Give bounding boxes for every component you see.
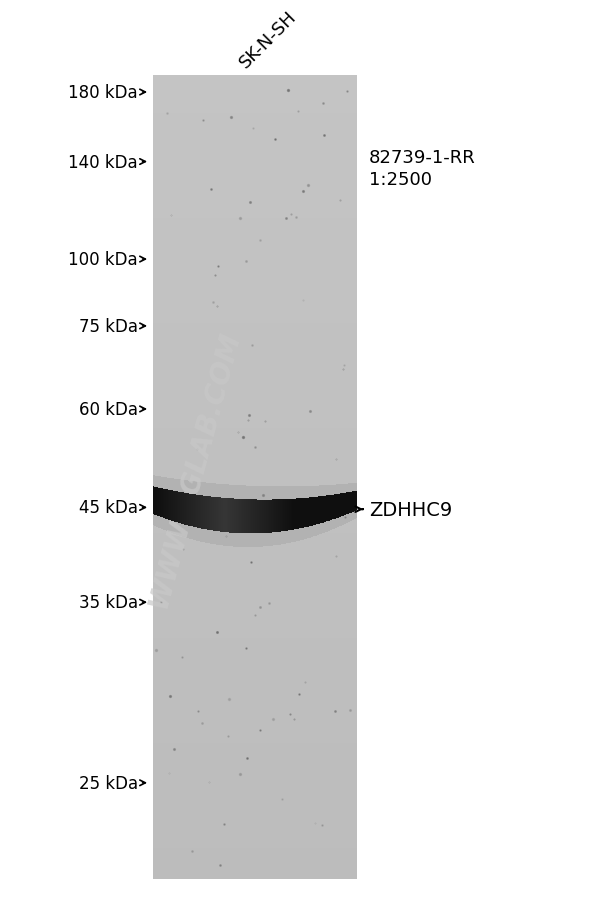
Text: SK-N-SH: SK-N-SH: [236, 8, 301, 72]
Text: 60 kDa: 60 kDa: [79, 400, 138, 419]
Text: 45 kDa: 45 kDa: [79, 499, 138, 517]
Text: 25 kDa: 25 kDa: [79, 774, 138, 792]
Text: 180 kDa: 180 kDa: [68, 84, 138, 102]
Text: 100 kDa: 100 kDa: [68, 251, 138, 269]
Text: ZDHHC9: ZDHHC9: [369, 500, 452, 520]
Text: 140 kDa: 140 kDa: [68, 153, 138, 171]
Text: WWW.PGLAB.COM: WWW.PGLAB.COM: [143, 327, 244, 611]
Text: 75 kDa: 75 kDa: [79, 318, 138, 336]
Text: 82739-1-RR
1:2500: 82739-1-RR 1:2500: [369, 149, 476, 189]
Text: 35 kDa: 35 kDa: [79, 594, 138, 612]
